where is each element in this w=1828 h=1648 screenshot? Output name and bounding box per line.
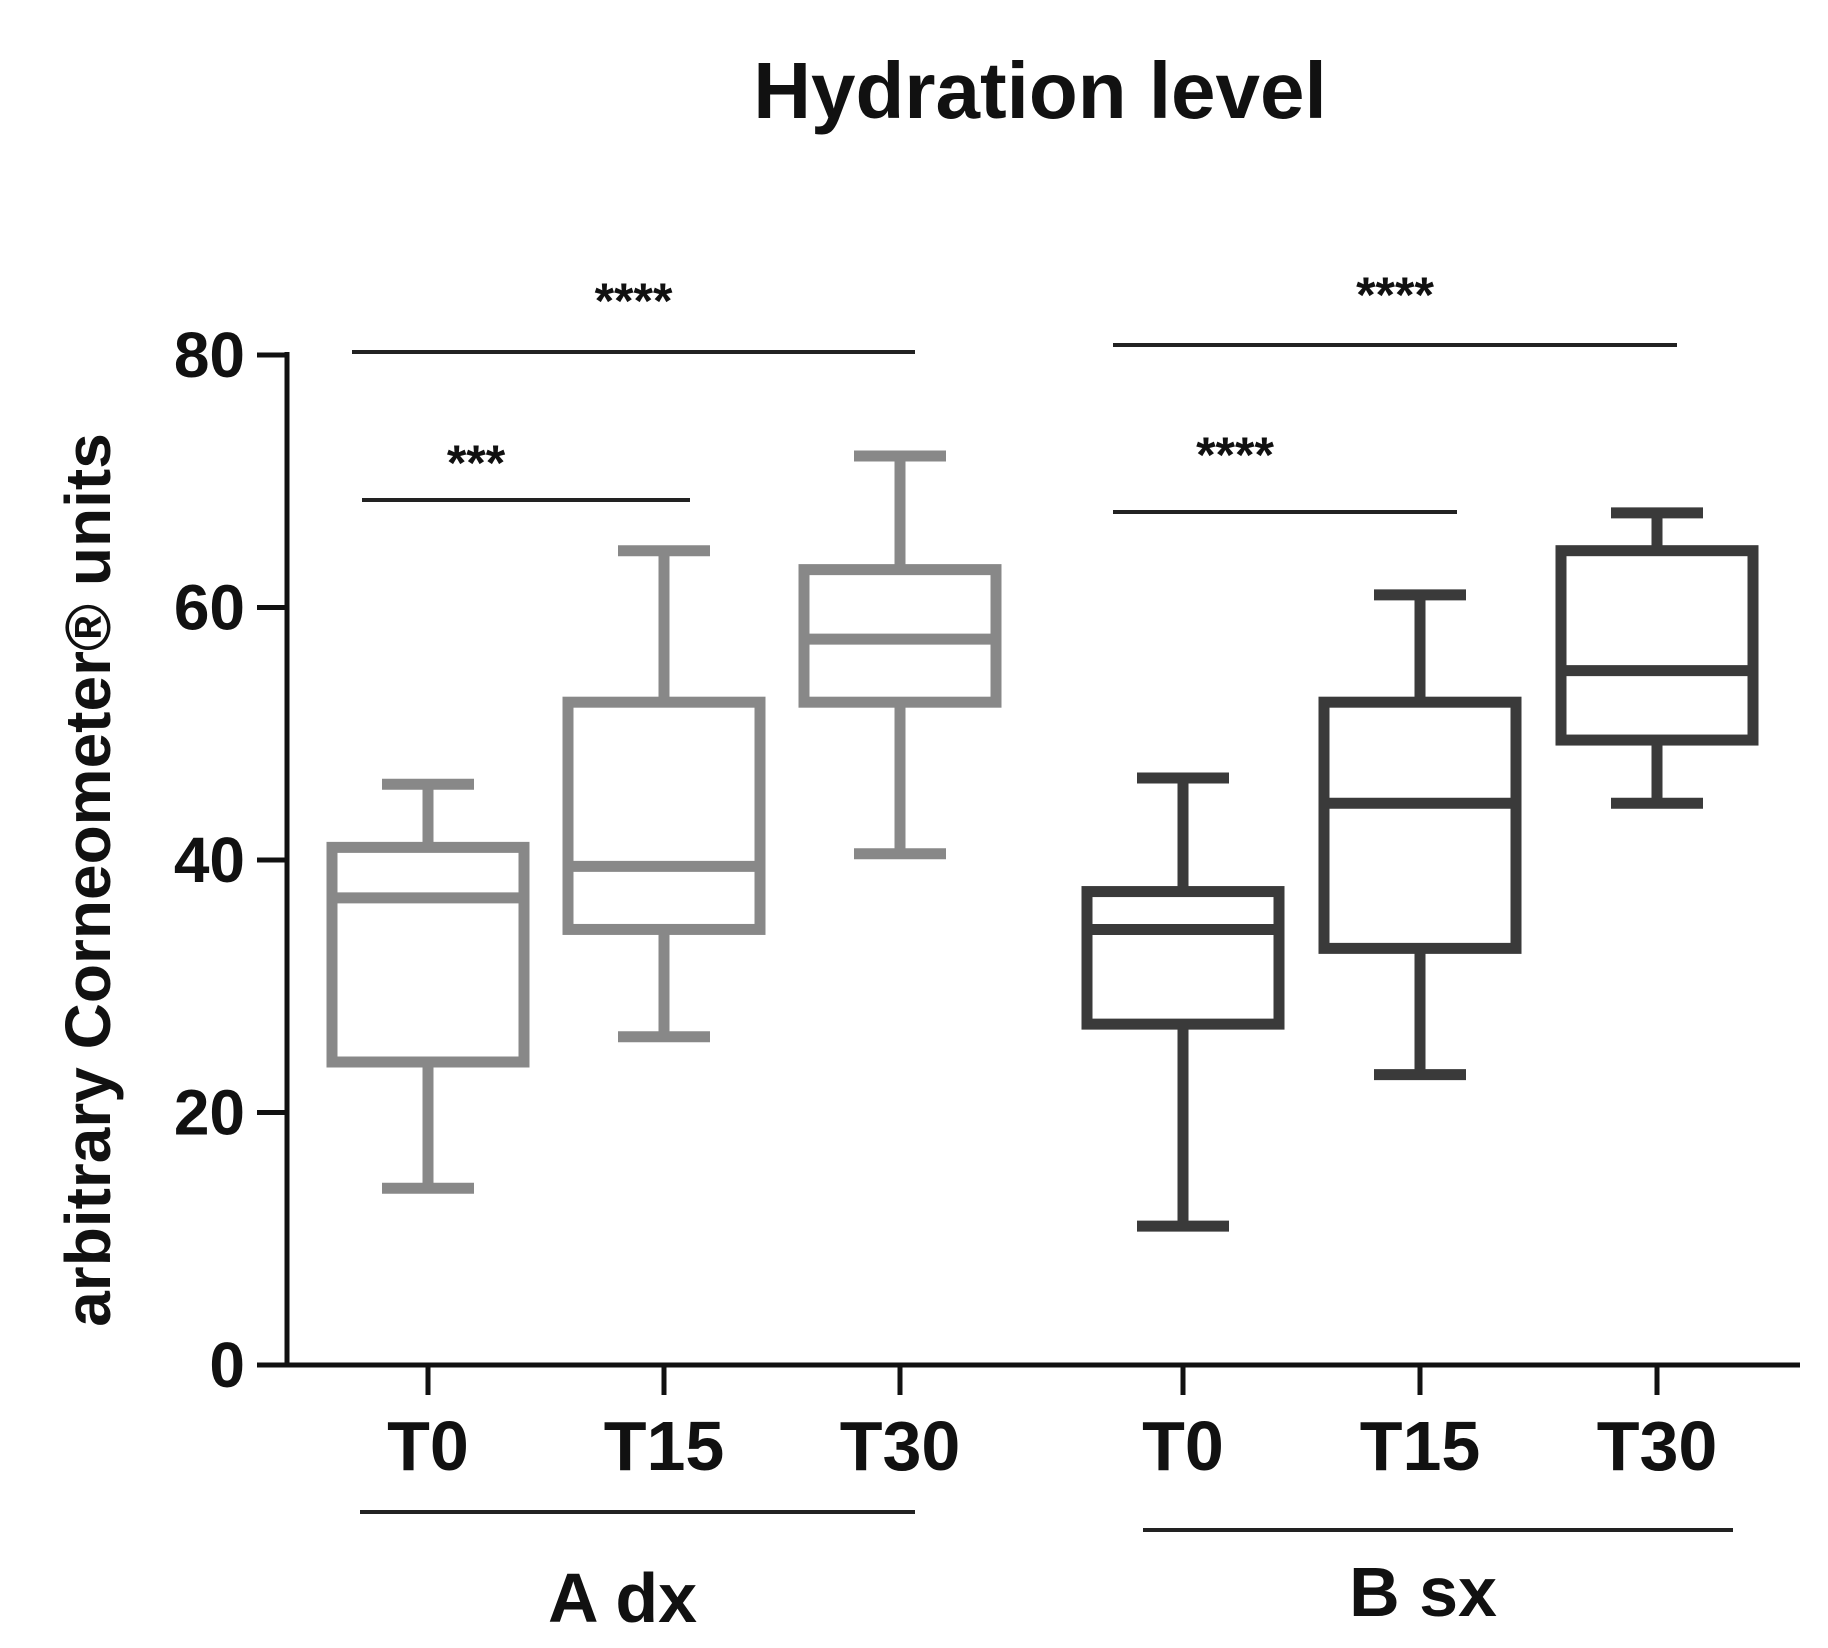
y-tick-label: 0	[209, 1329, 245, 1401]
group-label: B sx	[1349, 1553, 1497, 1631]
significance-label: ****	[1356, 267, 1434, 323]
y-tick-label: 80	[174, 319, 245, 391]
x-tick-label: T15	[604, 1407, 725, 1485]
box-a-dx-t15	[562, 696, 766, 935]
y-tick-label: 60	[174, 572, 245, 644]
x-tick-label: T0	[1142, 1407, 1224, 1485]
y-tick-label: 20	[174, 1077, 245, 1149]
chart-title: Hydration level	[753, 46, 1327, 135]
x-tick-label: T0	[387, 1407, 469, 1485]
x-tick-label: T15	[1360, 1407, 1481, 1485]
box-b-sx-t0	[1081, 886, 1285, 1030]
significance-label: ****	[1196, 427, 1274, 483]
x-tick-label: T30	[1597, 1407, 1718, 1485]
group-label: A dx	[548, 1559, 697, 1637]
box-b-sx-t30	[1555, 545, 1759, 746]
significance-label: ***	[447, 435, 506, 491]
significance-label: ****	[595, 273, 673, 329]
y-tick-label: 40	[174, 824, 245, 896]
box-b-sx-t15	[1318, 696, 1522, 954]
box-a-dx-t0	[326, 841, 530, 1068]
y-axis-label: arbitrary Corneometer® units	[52, 433, 124, 1327]
x-tick-label: T30	[840, 1407, 961, 1485]
